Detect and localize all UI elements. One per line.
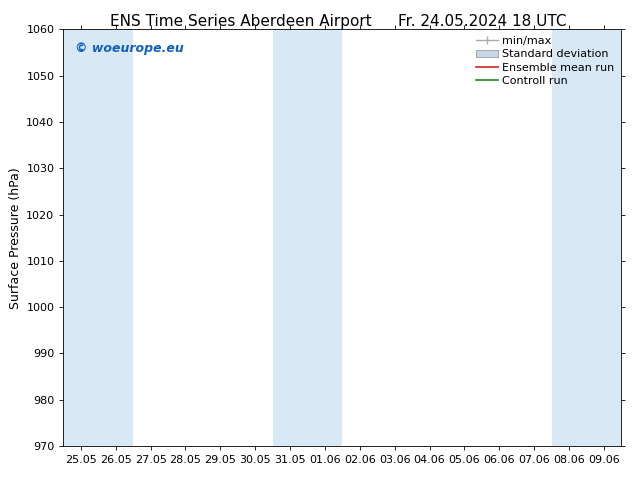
Bar [63, 29, 98, 446]
Bar [552, 29, 586, 446]
Text: © woeurope.eu: © woeurope.eu [75, 42, 183, 55]
Bar [586, 29, 621, 446]
Text: ENS Time Series Aberdeen Airport: ENS Time Series Aberdeen Airport [110, 14, 372, 29]
Legend: min/max, Standard deviation, Ensemble mean run, Controll run: min/max, Standard deviation, Ensemble me… [471, 32, 619, 91]
Text: Fr. 24.05.2024 18 UTC: Fr. 24.05.2024 18 UTC [398, 14, 566, 29]
Bar [98, 29, 133, 446]
Bar [307, 29, 342, 446]
Y-axis label: Surface Pressure (hPa): Surface Pressure (hPa) [9, 167, 22, 309]
Bar [273, 29, 307, 446]
